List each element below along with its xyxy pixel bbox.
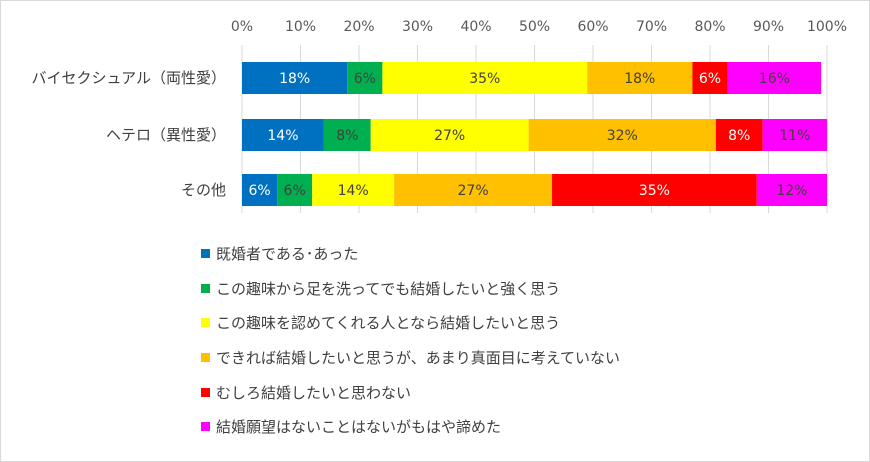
bar-segment (382, 62, 588, 94)
legend-swatch (201, 353, 210, 363)
x-tick-label: 90% (753, 19, 784, 35)
data-label: 18% (279, 71, 310, 87)
legend-label: 既婚者である･あった (216, 245, 359, 263)
data-label: 18% (624, 71, 655, 87)
bar-segment (715, 119, 763, 151)
bar-segment (312, 174, 395, 206)
data-label: 6% (354, 71, 376, 87)
bar-segment (242, 119, 324, 151)
data-label: 16% (759, 71, 790, 87)
bar-segment (277, 174, 313, 206)
data-label: 6% (248, 183, 270, 199)
data-label: 6% (699, 71, 721, 87)
data-label: 8% (336, 128, 358, 144)
x-tick-label: 70% (636, 19, 667, 35)
legend-label: むしろ結婚したいと思わない (216, 383, 412, 402)
category-label: ヘテロ（異性愛） (106, 126, 226, 144)
legend-label: 結婚願望はないことはないがもはや諦めた (216, 418, 502, 437)
bar-segment (756, 174, 827, 206)
x-tick-label: 0% (231, 19, 253, 35)
legend-label: この趣味を認めてくれる人となら結婚したいと思う (216, 314, 561, 333)
legend-item-no-desire: むしろ結婚したいと思わない (201, 383, 620, 418)
legend-swatch (201, 387, 210, 397)
x-tick-label: 20% (343, 19, 374, 35)
legend: 既婚者である･あった この趣味から足を洗ってでも結婚したいと強く思う この趣味を… (201, 244, 620, 452)
bar-segment (727, 62, 822, 94)
bar-segment (242, 174, 278, 206)
data-label: 8% (728, 128, 750, 144)
data-label: 14% (338, 183, 369, 199)
legend-item-married: 既婚者である･あった (201, 244, 620, 279)
bar-segment (587, 62, 693, 94)
bar-segment (323, 119, 371, 151)
data-label: 27% (458, 183, 489, 199)
bar-segment (394, 174, 553, 206)
legend-swatch (201, 249, 210, 258)
x-tick-label: 30% (402, 19, 433, 35)
bar-segment (528, 119, 716, 151)
bar-segment (242, 62, 348, 94)
legend-swatch (201, 283, 210, 293)
bar-segment (347, 62, 383, 94)
x-tick-label: 50% (519, 19, 550, 35)
data-label: 35% (639, 183, 670, 199)
legend-label: この趣味から足を洗ってでも結婚したいと強く思う (216, 279, 561, 298)
legend-item-given-up: 結婚願望はないことはないがもはや諦めた (201, 417, 620, 452)
data-label: 11% (779, 128, 810, 144)
bar-segment (552, 174, 757, 206)
x-tick-label: 100% (807, 19, 847, 35)
bar-segment (692, 62, 728, 94)
data-label: 35% (469, 71, 500, 87)
bar-segment (370, 119, 529, 151)
x-tick-label: 80% (694, 19, 725, 35)
data-label: 14% (267, 128, 298, 144)
x-tick-label: 60% (577, 19, 608, 35)
legend-item-quit-hobby-to-marry: この趣味から足を洗ってでも結婚したいと強く思う (201, 279, 620, 314)
data-label: 6% (284, 183, 306, 199)
stacked-bar-chart: 0% 10% 20% 30% 40% 50% 60% 70% 80% 90% 100% バイセクシュア… (31, 19, 847, 213)
legend-swatch (201, 422, 210, 432)
data-label: 27% (434, 128, 465, 144)
data-label: 12% (776, 183, 807, 199)
legend-item-marry-if-accepted: この趣味を認めてくれる人となら結婚したいと思う (201, 313, 620, 348)
data-label: 32% (607, 128, 638, 144)
legend-swatch (201, 318, 210, 328)
x-tick-label: 40% (460, 19, 491, 35)
legend-item-not-serious: できれば結婚したいと思うが、あまり真面目に考えていない (201, 348, 620, 383)
category-label: その他 (181, 181, 226, 199)
bar-segment (762, 119, 827, 151)
legend-label: できれば結婚したいと思うが、あまり真面目に考えていない (216, 349, 620, 368)
category-label: バイセクシュアル（両性愛） (31, 69, 226, 87)
x-tick-label: 10% (285, 19, 316, 35)
